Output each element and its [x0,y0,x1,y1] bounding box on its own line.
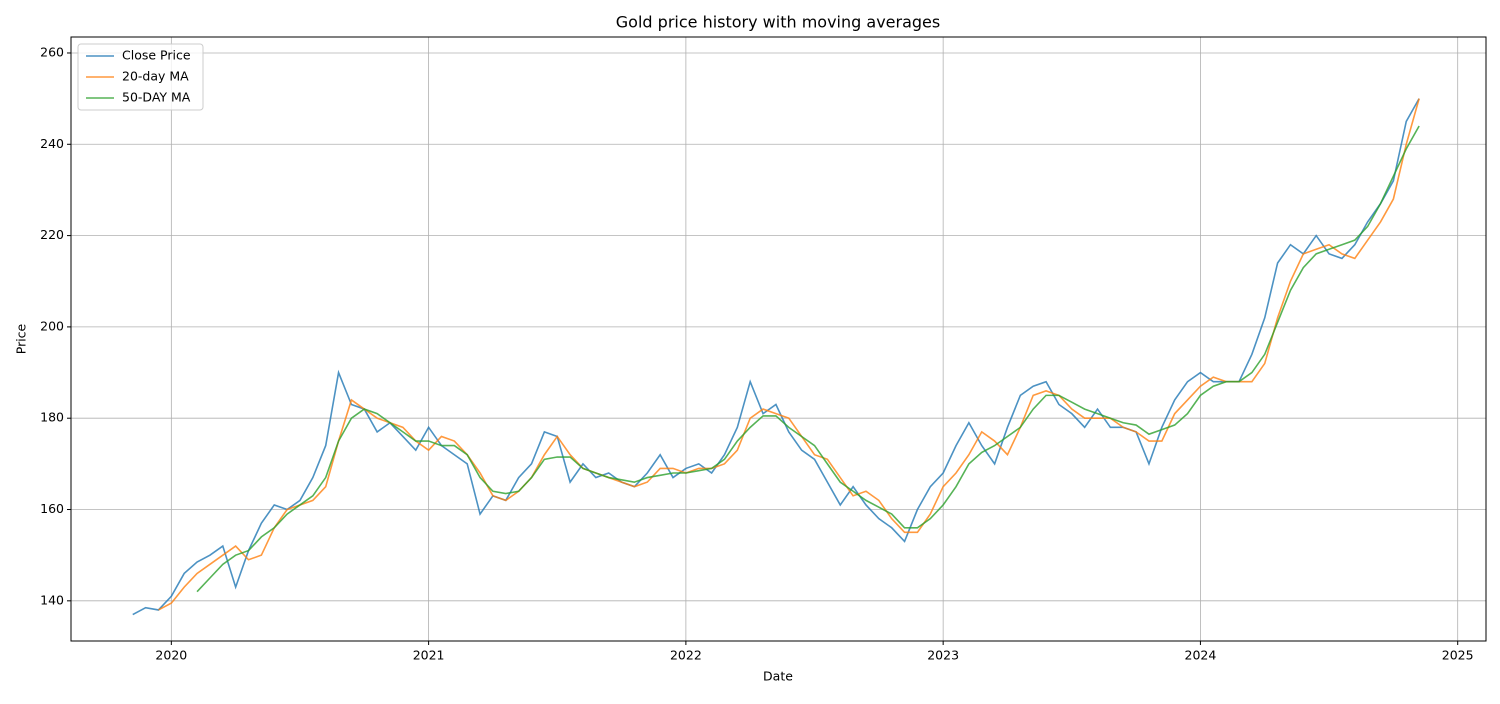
y-tick-label: 220 [40,227,64,242]
series-line [132,98,1420,616]
chart-title: Gold price history with moving averages [616,13,940,32]
legend-label: 50-DAY MA [122,90,191,105]
x-axis-label: Date [763,669,793,684]
y-axis-label: Price [14,323,29,354]
legend-box [77,43,204,111]
y-tick-label: 140 [40,592,64,607]
y-tick-label: 160 [40,501,64,516]
legend-label: Close Price [122,48,191,63]
legend: Close Price 20-day MA 50-DAY MA [77,43,204,111]
x-tick-label: 2021 [413,648,445,663]
x-tick-label: 2022 [670,648,702,663]
x-tick-label: 2024 [1185,648,1217,663]
y-tick-label: 260 [40,44,64,59]
legend-label: 20-day MA [122,69,189,84]
y-tick-label: 240 [40,136,64,151]
series-line [158,98,1420,611]
x-tick-label: 2025 [1442,648,1474,663]
y-tick-label: 200 [40,318,64,333]
plot-frame [70,36,1487,642]
x-tick-label: 2023 [927,648,959,663]
y-tick-label: 180 [40,410,64,425]
series-line [196,125,1420,593]
x-tick-label: 2020 [155,648,187,663]
